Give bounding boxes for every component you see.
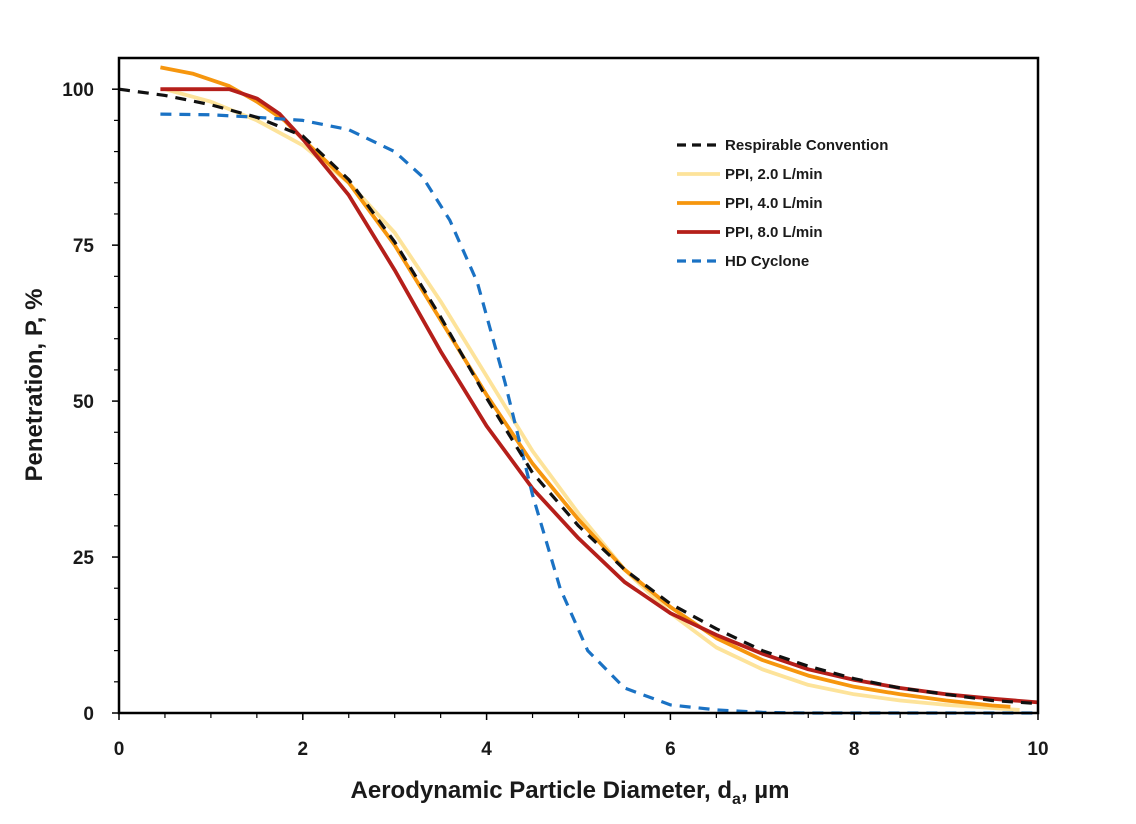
x-axis-title-subscript: a (732, 791, 741, 808)
x-tick-label: 4 (481, 739, 492, 760)
x-tick-label: 2 (298, 739, 309, 760)
x-tick-label: 0 (114, 739, 125, 760)
series-line-ppi-4-0-l-min (160, 65, 1011, 709)
x-axis-title: Aerodynamic Particle Diameter, da, µm (351, 777, 790, 808)
series-line-respirable-convention (118, 87, 1039, 706)
y-tick-label: 25 (73, 548, 95, 569)
legend-label-ppi-8-0-l-min: PPI, 8.0 L/min (725, 224, 823, 241)
legend-label-ppi-4-0-l-min: PPI, 4.0 L/min (725, 195, 823, 212)
plot-frame (117, 56, 1040, 715)
series-line-ppi-2-0-l-min (164, 87, 1020, 712)
y-tick-label: 75 (73, 236, 95, 257)
y-tick-label: 100 (62, 80, 94, 101)
legend-label-ppi-2-0-l-min: PPI, 2.0 L/min (725, 166, 823, 183)
y-axis-title: Penetration, P, % (21, 289, 48, 482)
series-line-ppi-8-0-l-min (160, 87, 1039, 705)
x-tick-label: 8 (849, 739, 860, 760)
x-tick-label: 6 (665, 739, 676, 760)
legend-label-respirable-convention: Respirable Convention (725, 137, 888, 154)
y-tick-label: 50 (73, 392, 94, 413)
legend: Respirable Convention PPI, 2.0 L/min PPI, … (677, 137, 888, 270)
legend-label-hd-cyclone: HD Cyclone (725, 253, 809, 270)
x-axis-title-main: Aerodynamic Particle Diameter, d (351, 777, 733, 804)
x-tick-label: 10 (1027, 739, 1048, 760)
series-layer (118, 65, 1039, 715)
x-axis-title-unit: , µm (741, 777, 790, 804)
series-line-hd-cyclone (160, 112, 1038, 715)
y-tick-label: 0 (83, 704, 94, 725)
